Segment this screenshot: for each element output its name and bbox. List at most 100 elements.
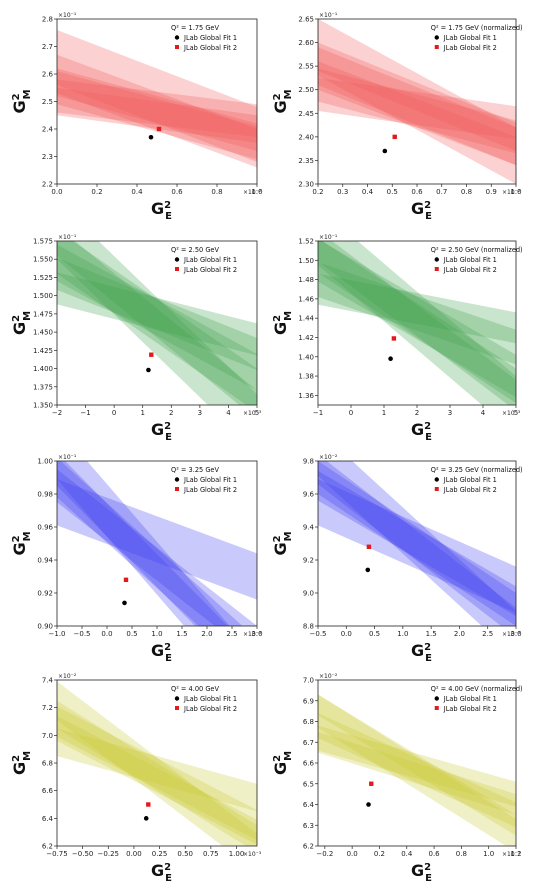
legend-label-fit2: JLab Global Fit 2 bbox=[443, 486, 497, 494]
x-tick-label: 1 bbox=[382, 409, 386, 417]
y-tick-label: 1.375 bbox=[33, 383, 53, 391]
y-tick-label: 6.4 bbox=[42, 815, 54, 823]
x-tick-label: 0.4 bbox=[131, 188, 143, 196]
y-tick-label: 0.96 bbox=[37, 524, 53, 532]
y-tick-label: 2.4 bbox=[42, 126, 54, 134]
legend-label-fit1: JLab Global Fit 1 bbox=[443, 256, 497, 264]
x-tick-label: 0.5 bbox=[369, 630, 380, 638]
legend-marker-fit1 bbox=[434, 257, 439, 262]
point-fit2 bbox=[146, 802, 151, 807]
x-tick-label: 0.5 bbox=[126, 630, 137, 638]
x-tick-label: 0.8 bbox=[211, 188, 222, 196]
point-fit1 bbox=[148, 134, 154, 140]
point-fit1 bbox=[388, 356, 393, 361]
point-fit2 bbox=[369, 781, 374, 786]
point-fit2 bbox=[156, 126, 162, 132]
plot-frame bbox=[56, 240, 258, 406]
uncertainty-band bbox=[57, 461, 228, 626]
y-tick-label: 1.425 bbox=[33, 347, 53, 355]
x-tick-label: 3.0 bbox=[510, 630, 521, 638]
y-tick-label: 2.7 bbox=[42, 43, 53, 51]
y-tick-label: 1.00 bbox=[37, 458, 53, 466]
x-tick-label: −0.2 bbox=[316, 850, 333, 858]
uncertainty-band bbox=[318, 241, 516, 404]
x-tick-label: 0.25 bbox=[152, 850, 168, 858]
band-group bbox=[57, 30, 257, 168]
legend-label-fit1: JLab Global Fit 1 bbox=[183, 256, 237, 264]
x-tick-label: 0.0 bbox=[341, 630, 352, 638]
uncertainty-band bbox=[318, 262, 516, 365]
uncertainty-band bbox=[57, 272, 257, 356]
x-tick-label: 1.0 bbox=[251, 188, 262, 196]
legend-label-fit2: JLab Global Fit 2 bbox=[183, 44, 237, 52]
y-tick-label: 7.0 bbox=[303, 677, 314, 685]
y-tick-label: 2.55 bbox=[298, 63, 314, 71]
uncertainty-band bbox=[57, 30, 257, 162]
x-tick-label: −0.5 bbox=[310, 630, 327, 638]
x-tick-label: 3.0 bbox=[251, 630, 262, 638]
uncertainty-band bbox=[318, 694, 516, 836]
x-exponent-label: ×10⁻³ bbox=[502, 631, 521, 638]
y-tick-label: 6.2 bbox=[303, 843, 314, 851]
x-tick-label: 0.2 bbox=[374, 850, 385, 858]
y-tick-label: 1.400 bbox=[33, 365, 53, 373]
x-tick-label: −1 bbox=[80, 409, 90, 417]
x-axis-label: G2 E bbox=[411, 861, 432, 884]
x-axis-label: G2 E bbox=[151, 861, 172, 884]
plot-frame bbox=[317, 460, 517, 627]
uncertainty-band bbox=[57, 68, 257, 151]
y-tick-label: 0.92 bbox=[37, 590, 53, 598]
uncertainty-band bbox=[57, 244, 257, 391]
y-tick-label: 7.4 bbox=[42, 677, 54, 685]
chart-panel: −1 0 1 2 3 4 5 1.36 1.38 1.40 1.42 1.44 1.46 1.48 1.50… bbox=[271, 234, 523, 443]
point-fit2 bbox=[392, 134, 397, 140]
y-exponent-label: ×10⁻² bbox=[319, 673, 338, 680]
uncertainty-band bbox=[57, 241, 257, 405]
y-tick-label: 6.3 bbox=[303, 822, 314, 830]
band-group bbox=[318, 461, 516, 626]
uncertainty-band bbox=[318, 470, 516, 617]
x-tick-label: 0 bbox=[349, 409, 353, 417]
point-fit2 bbox=[149, 352, 154, 357]
point-fit2 bbox=[391, 336, 397, 341]
uncertainty-band bbox=[57, 681, 257, 846]
uncertainty-band bbox=[318, 461, 516, 626]
x-tick-label: 0.6 bbox=[411, 188, 423, 196]
uncertainty-band bbox=[57, 706, 257, 841]
point-fit2 bbox=[123, 577, 129, 582]
x-tick-label: 1.2 bbox=[510, 850, 521, 858]
chart-panel: 0.2 0.3 0.4 0.5 0.6 0.7 0.8 0.9 1.0 2.30 2.35 2.40 2… bbox=[271, 12, 523, 222]
uncertainty-band bbox=[57, 257, 257, 371]
y-tick-label: 6.5 bbox=[303, 780, 314, 788]
y-tick-label: 0.94 bbox=[37, 557, 53, 565]
uncertainty-band bbox=[57, 241, 257, 405]
x-axis-label: G2 E bbox=[411, 199, 432, 222]
x-tick-label: −0.5 bbox=[74, 630, 91, 638]
y-tick-label: 6.6 bbox=[303, 760, 315, 768]
y-exponent-label: ×10⁻¹ bbox=[58, 454, 77, 461]
y-axis-label: G2M bbox=[10, 311, 33, 335]
legend-label-fit2: JLab Global Fit 2 bbox=[443, 44, 497, 52]
legend-marker-fit1 bbox=[434, 696, 439, 701]
x-tick-label: 1.0 bbox=[397, 630, 408, 638]
x-axis-label: G2 E bbox=[151, 641, 172, 664]
uncertainty-band bbox=[318, 461, 516, 626]
y-tick-label: 9.0 bbox=[303, 590, 314, 598]
x-tick-label: 5 bbox=[514, 409, 518, 417]
chart-panel: −0.75 −0.50 −0.25 0.00 0.25 0.50 0.75 1.00 6.2 6.… bbox=[10, 673, 262, 884]
x-tick-label: −1.0 bbox=[49, 630, 66, 638]
x-tick-label: 4 bbox=[226, 409, 231, 417]
uncertainty-band bbox=[318, 241, 516, 398]
x-tick-label: 0.9 bbox=[486, 188, 497, 196]
y-exponent-label: ×10⁻¹ bbox=[319, 234, 338, 241]
uncertainty-band bbox=[318, 77, 516, 140]
legend-marker-fit1 bbox=[174, 696, 180, 701]
y-tick-label: 1.52 bbox=[298, 238, 314, 246]
band-group bbox=[318, 694, 516, 846]
y-tick-label: 1.550 bbox=[33, 256, 53, 264]
y-tick-label: 6.7 bbox=[303, 739, 314, 747]
x-tick-label: 3 bbox=[198, 409, 202, 417]
legend-label-fit2: JLab Global Fit 2 bbox=[443, 266, 497, 274]
y-tick-label: 8.8 bbox=[303, 623, 314, 631]
